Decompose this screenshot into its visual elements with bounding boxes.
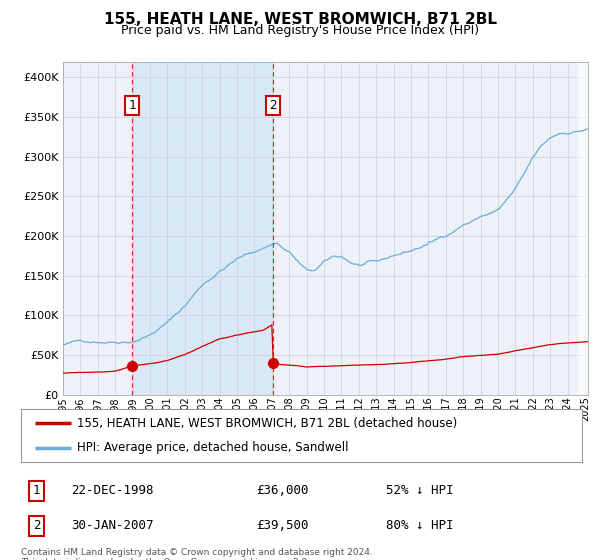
Text: HPI: Average price, detached house, Sandwell: HPI: Average price, detached house, Sand…: [77, 441, 349, 454]
Text: 1: 1: [128, 99, 136, 112]
Text: 1: 1: [33, 484, 40, 497]
Text: 155, HEATH LANE, WEST BROMWICH, B71 2BL (detached house): 155, HEATH LANE, WEST BROMWICH, B71 2BL …: [77, 417, 457, 430]
Text: £36,000: £36,000: [257, 484, 309, 497]
Text: 155, HEATH LANE, WEST BROMWICH, B71 2BL: 155, HEATH LANE, WEST BROMWICH, B71 2BL: [104, 12, 497, 27]
Text: 80% ↓ HPI: 80% ↓ HPI: [386, 519, 453, 532]
Bar: [132, 62, 273, 395]
Text: 52% ↓ HPI: 52% ↓ HPI: [386, 484, 453, 497]
Text: 2: 2: [269, 99, 277, 112]
Text: 22-DEC-1998: 22-DEC-1998: [71, 484, 154, 497]
Text: Contains HM Land Registry data © Crown copyright and database right 2024.
This d: Contains HM Land Registry data © Crown c…: [21, 548, 373, 560]
Text: Price paid vs. HM Land Registry's House Price Index (HPI): Price paid vs. HM Land Registry's House …: [121, 24, 479, 36]
Text: £39,500: £39,500: [257, 519, 309, 532]
Bar: [578, 62, 588, 395]
Text: 2: 2: [33, 519, 40, 532]
Text: 30-JAN-2007: 30-JAN-2007: [71, 519, 154, 532]
